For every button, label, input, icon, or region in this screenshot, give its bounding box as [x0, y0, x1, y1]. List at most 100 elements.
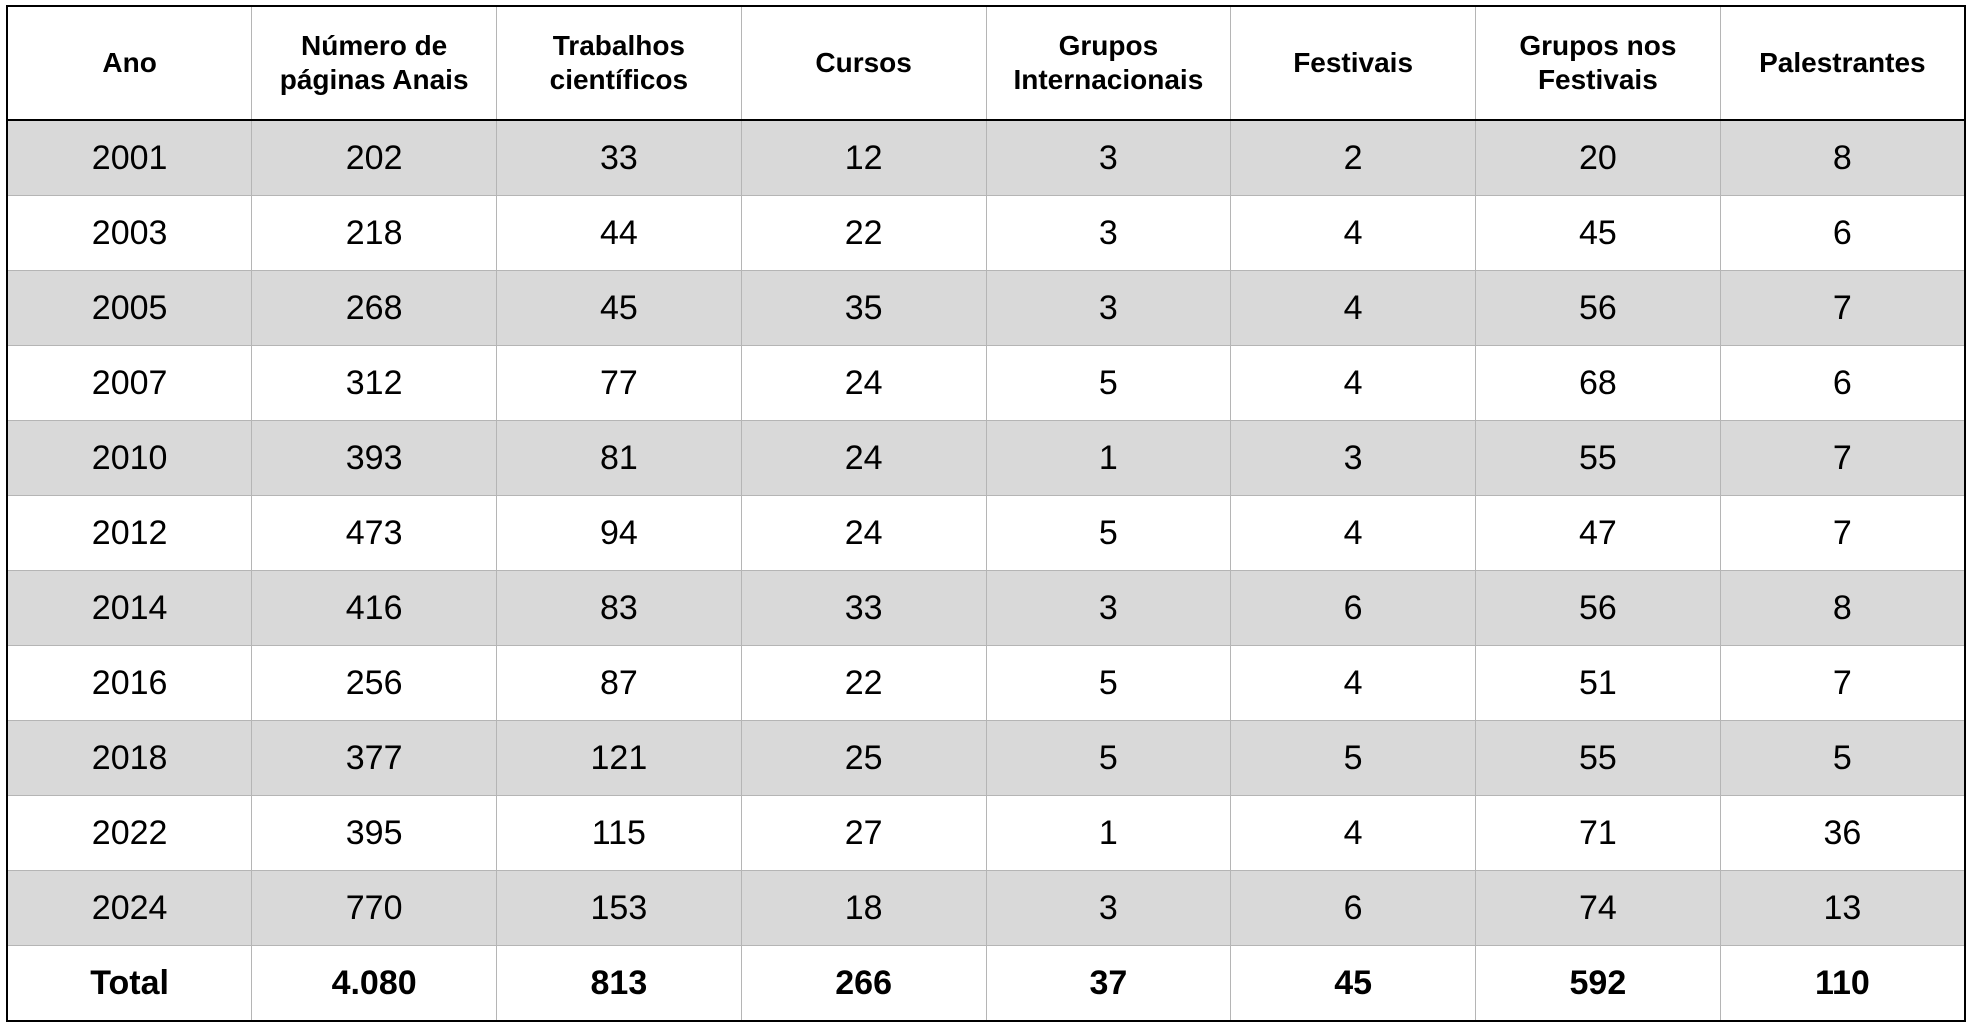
table-cell: 45	[1475, 195, 1721, 271]
table-cell: 202	[251, 119, 497, 196]
table-cell: 55	[1475, 720, 1721, 796]
table-cell: 83	[496, 570, 742, 646]
total-cell: 45	[1230, 945, 1476, 1022]
table-cell: 8	[1719, 570, 1966, 646]
table-cell: 473	[251, 495, 497, 571]
table-cell: 4	[1230, 795, 1476, 871]
table-cell: 22	[740, 195, 987, 271]
table-cell: 33	[740, 570, 987, 646]
table-cell: 1	[985, 795, 1232, 871]
table-cell: 2022	[6, 795, 253, 871]
table-row: 2003 218 44 22 3 4 45 6	[6, 195, 1966, 271]
header-row: Ano Número de páginas Anais Trabalhos cien…	[6, 5, 1966, 121]
table-cell: 3	[985, 270, 1232, 346]
table-row: 2022 395 115 27 1 4 71 36	[6, 795, 1966, 871]
table-cell: 56	[1475, 270, 1721, 346]
total-cell: 813	[496, 945, 742, 1022]
table-row: 2016 256 87 22 5 4 51 7	[6, 645, 1966, 721]
table-cell: 2018	[6, 720, 253, 796]
table-cell: 2016	[6, 645, 253, 721]
table-cell: 13	[1719, 870, 1966, 946]
table-cell: 2012	[6, 495, 253, 571]
column-header: Cursos	[740, 5, 987, 121]
column-header: Festivais	[1230, 5, 1476, 121]
table-cell: 2014	[6, 570, 253, 646]
table-cell: 6	[1230, 870, 1476, 946]
table-row: 2007 312 77 24 5 4 68 6	[6, 345, 1966, 421]
table-cell: 3	[985, 119, 1232, 196]
column-header: Trabalhos científicos	[496, 5, 742, 121]
table-row: 2012 473 94 24 5 4 47 7	[6, 495, 1966, 571]
table-cell: 35	[740, 270, 987, 346]
total-row: Total 4.080 813 266 37 45 592 110	[6, 945, 1966, 1022]
table-cell: 3	[985, 570, 1232, 646]
table-cell: 395	[251, 795, 497, 871]
table-cell: 4	[1230, 195, 1476, 271]
table-cell: 24	[740, 495, 987, 571]
table-cell: 71	[1475, 795, 1721, 871]
table-cell: 24	[740, 345, 987, 421]
table-cell: 5	[1719, 720, 1966, 796]
table-cell: 153	[496, 870, 742, 946]
column-header: Ano	[6, 5, 253, 121]
table-cell: 416	[251, 570, 497, 646]
table-cell: 51	[1475, 645, 1721, 721]
table-cell: 7	[1719, 270, 1966, 346]
table-cell: 377	[251, 720, 497, 796]
table-row: 2001 202 33 12 3 2 20 8	[6, 119, 1966, 196]
table-cell: 18	[740, 870, 987, 946]
table-cell: 3	[985, 870, 1232, 946]
table-cell: 268	[251, 270, 497, 346]
table-cell: 2001	[6, 119, 253, 196]
table-cell: 4	[1230, 345, 1476, 421]
table-row: 2005 268 45 35 3 4 56 7	[6, 270, 1966, 346]
table-cell: 256	[251, 645, 497, 721]
table-cell: 7	[1719, 495, 1966, 571]
table-cell: 218	[251, 195, 497, 271]
table-cell: 5	[985, 645, 1232, 721]
table-cell: 2007	[6, 345, 253, 421]
table-cell: 2	[1230, 119, 1476, 196]
data-table: Ano Número de páginas Anais Trabalhos cien…	[6, 5, 1966, 1022]
column-header: Número de páginas Anais	[251, 5, 497, 121]
table-cell: 393	[251, 420, 497, 496]
table-cell: 47	[1475, 495, 1721, 571]
table-row: 2014 416 83 33 3 6 56 8	[6, 570, 1966, 646]
table-cell: 24	[740, 420, 987, 496]
table-cell: 33	[496, 119, 742, 196]
table-cell: 36	[1719, 795, 1966, 871]
table-cell: 5	[1230, 720, 1476, 796]
table-cell: 12	[740, 119, 987, 196]
column-header: Grupos Internacionais	[985, 5, 1232, 121]
total-cell: 37	[985, 945, 1232, 1022]
table-cell: 2010	[6, 420, 253, 496]
table-cell: 121	[496, 720, 742, 796]
table-cell: 22	[740, 645, 987, 721]
total-cell: 4.080	[251, 945, 497, 1022]
table-row: 2018 377 121 25 5 5 55 5	[6, 720, 1966, 796]
table-cell: 81	[496, 420, 742, 496]
table-cell: 8	[1719, 119, 1966, 196]
table-cell: 27	[740, 795, 987, 871]
table-cell: 20	[1475, 119, 1721, 196]
table-cell: 77	[496, 345, 742, 421]
table-cell: 5	[985, 345, 1232, 421]
table-cell: 44	[496, 195, 742, 271]
total-cell: 592	[1475, 945, 1721, 1022]
table-cell: 4	[1230, 645, 1476, 721]
table-cell: 5	[985, 495, 1232, 571]
table-cell: 7	[1719, 645, 1966, 721]
table-cell: 74	[1475, 870, 1721, 946]
table-row: 2024 770 153 18 3 6 74 13	[6, 870, 1966, 946]
table-cell: 770	[251, 870, 497, 946]
table-cell: 87	[496, 645, 742, 721]
table-cell: 4	[1230, 495, 1476, 571]
table-cell: 25	[740, 720, 987, 796]
table-cell: 1	[985, 420, 1232, 496]
table-cell: 4	[1230, 270, 1476, 346]
table-cell: 6	[1230, 570, 1476, 646]
table-cell: 3	[1230, 420, 1476, 496]
table-cell: 68	[1475, 345, 1721, 421]
table-cell: 55	[1475, 420, 1721, 496]
table-cell: 5	[985, 720, 1232, 796]
